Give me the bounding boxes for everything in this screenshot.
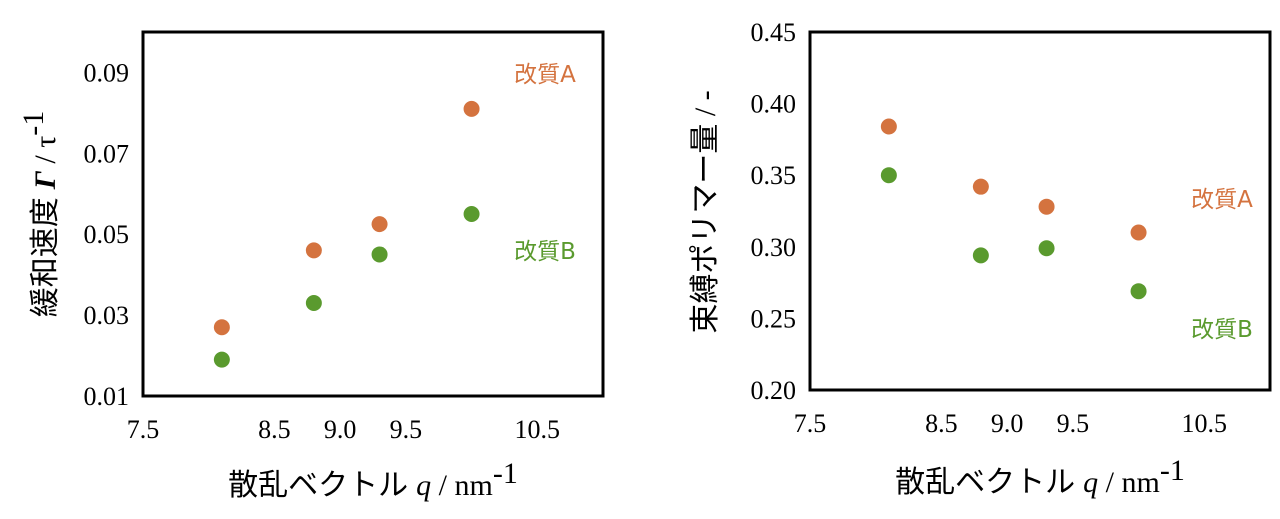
series-label: 改質A	[1191, 187, 1253, 213]
plot-frame	[808, 30, 1272, 392]
data-point	[972, 247, 989, 264]
y-tick-label: 0.09	[84, 58, 130, 87]
x-tick-label: 9.5	[390, 415, 423, 444]
x-tick-label: 10.5	[515, 415, 561, 444]
series-label: 改質B	[1191, 317, 1253, 343]
data-point	[1038, 240, 1055, 257]
x-tick-label: 7.5	[794, 409, 827, 438]
data-point	[1130, 224, 1147, 241]
y-tick-label: 0.35	[751, 161, 797, 190]
x-tick-label: 8.5	[258, 415, 291, 444]
data-point	[463, 100, 480, 117]
data-point	[213, 319, 230, 336]
y-tick-label: 0.03	[84, 301, 130, 330]
plot-frame	[141, 30, 605, 398]
data-point	[880, 167, 897, 184]
x-tick-labels: 7.5 8.5 9.0 9.5 10.5	[794, 409, 1227, 438]
y-tick-label: 0.25	[751, 304, 797, 333]
data-point	[305, 294, 322, 311]
data-point	[1038, 198, 1055, 215]
y-axis-label: 束縛ポリマー量 / -	[688, 90, 723, 333]
x-tick-label: 9.5	[1057, 409, 1090, 438]
data-point	[213, 351, 230, 368]
y-tick-labels: 0.20 0.25 0.30 0.35 0.40 0.45	[751, 18, 797, 405]
data-point	[1130, 283, 1147, 300]
series-label: 改質A	[514, 62, 576, 88]
x-tick-label: 7.5	[127, 415, 160, 444]
x-tick-label: 9.0	[324, 415, 357, 444]
x-tick-label: 8.5	[925, 409, 958, 438]
data-points	[213, 100, 480, 368]
x-axis-label: 散乱ベクトル q / nm-1	[895, 454, 1185, 500]
series-label: 改質B	[514, 239, 576, 265]
y-tick-labels: 0.01 0.03 0.05 0.07 0.09	[84, 58, 130, 411]
chart-bound-polymer: 0.20 0.25 0.30 0.35 0.40 0.45 7.5 8.5 9.0 9.5 10.…	[688, 18, 1272, 500]
x-axis-label: 散乱ベクトル q / nm-1	[228, 457, 518, 503]
data-point	[972, 178, 989, 195]
x-tick-label: 10.5	[1182, 409, 1228, 438]
data-point	[463, 206, 480, 222]
y-tick-label: 0.05	[84, 220, 130, 249]
x-tick-labels: 7.5 8.5 9.0 9.5 10.5	[127, 415, 560, 444]
data-point	[305, 242, 322, 259]
data-point	[880, 118, 897, 135]
data-point	[371, 216, 388, 233]
y-tick-label: 0.07	[84, 139, 130, 168]
y-tick-label: 0.40	[751, 90, 797, 119]
chart-relaxation-rate: 0.01 0.03 0.05 0.07 0.09 7.5 8.5 9.0 9.5 10.5 改質…	[17, 30, 605, 503]
x-tick-label: 9.0	[991, 409, 1024, 438]
y-tick-label: 0.20	[751, 376, 797, 405]
y-tick-label: 0.01	[84, 382, 130, 411]
data-points	[880, 118, 1147, 300]
series-labels: 改質A 改質B	[1191, 187, 1253, 343]
data-point	[371, 246, 388, 263]
y-tick-label: 0.45	[751, 18, 797, 47]
y-axis-label: 緩和速度Γ / τ-1	[17, 111, 63, 318]
y-tick-label: 0.30	[751, 233, 797, 262]
series-labels: 改質A 改質B	[514, 62, 576, 265]
